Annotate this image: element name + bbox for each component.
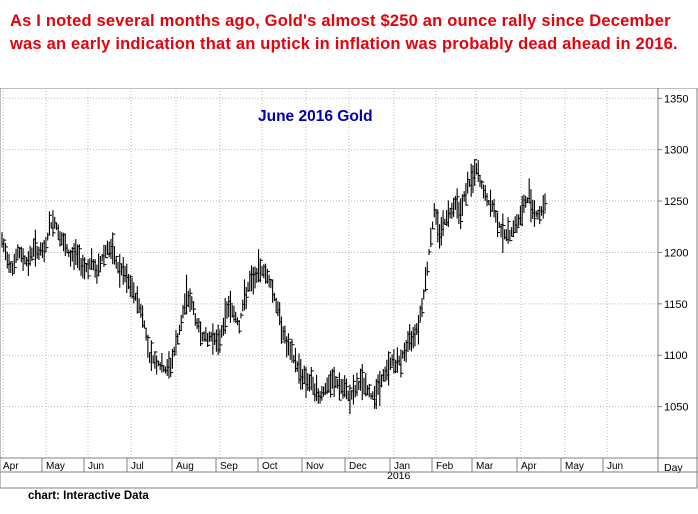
y-tick-label: 1050 [664,402,688,414]
y-tick-label: 1200 [664,247,688,259]
x-tick-label: Jun [607,461,623,472]
x-tick-label: Feb [436,461,454,472]
y-tick-label: 1100 [664,350,688,362]
y-tick-label: 1150 [664,299,688,311]
x-tick-label: Apr [3,461,19,472]
price-bars [1,159,548,415]
x-tick-label: Jun [88,461,104,472]
y-tick-label: 1250 [664,196,688,208]
x-tick-label: Aug [176,461,194,472]
month-axis: Apr May Jun Jul Aug Sep Oct Nov Dec Jan Feb Mar Apr M… [3,458,623,472]
x-tick-label: May [565,461,584,472]
x-tick-label: Jul [131,461,144,472]
x-tick-label: Dec [349,461,367,472]
gold-price-chart: 1050 1100 1150 1200 1250 1300 1350 Apr May Jun Ju… [0,88,698,489]
price-axis: 1050 1100 1150 1200 1250 1300 1350 [658,93,688,414]
x-tick-label: Mar [476,461,494,472]
chart-title: June 2016 Gold [258,108,373,125]
x-tick-label: Sep [220,461,238,472]
headline: As I noted several months ago, Gold's al… [10,12,678,53]
x-tick-label: Apr [521,461,537,472]
chart-credit: chart: Interactive Data [28,490,149,502]
year-label: 2016 [387,470,411,482]
x-tick-label: May [46,461,65,472]
x-tick-label: Nov [306,461,324,472]
y-tick-label: 1300 [664,145,688,157]
x-tick-label: Jan [394,461,410,472]
y-tick-label: 1350 [664,93,688,105]
x-axis-unit-label: Day [664,462,683,474]
x-tick-label: Oct [262,461,278,472]
